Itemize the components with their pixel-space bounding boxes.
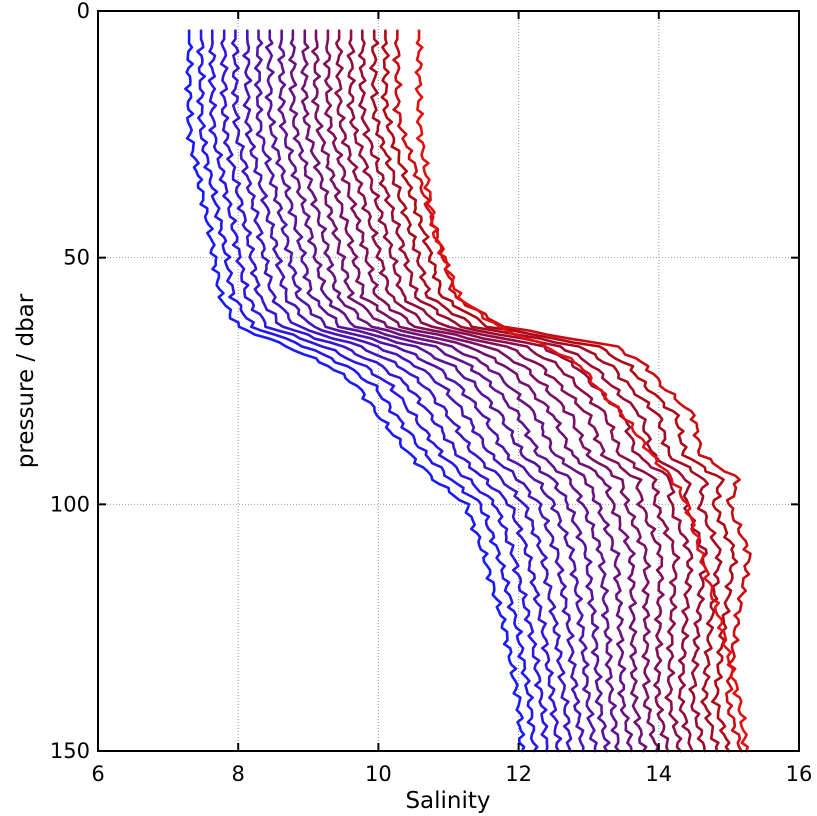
salinity-profile-line [242, 29, 585, 753]
salinity-profile-line [392, 29, 752, 753]
salinity-profile-line [207, 29, 549, 753]
x-tick-label: 16 [786, 762, 813, 786]
salinity-profile-line [311, 29, 660, 753]
salinity-profile-line [334, 29, 683, 753]
salinity-profile-line [196, 29, 539, 753]
label-layer: 6 8 10 12 14 16 0 50 100 150 [50, 0, 812, 786]
salinity-profile-line [369, 29, 723, 753]
y-tick-label: 0 [77, 0, 90, 23]
y-tick-label: 50 [63, 246, 90, 270]
x-axis-title: Salinity [405, 788, 490, 814]
plot-frame [97, 10, 800, 752]
salinity-profile-line [253, 29, 598, 753]
salinity-profile-line [264, 29, 611, 753]
tick-layer [97, 10, 800, 752]
x-tick-label: 12 [505, 762, 532, 786]
salinity-profile-line [357, 29, 708, 753]
salinity-profile-line [300, 29, 648, 753]
x-tick-label: 8 [232, 762, 245, 786]
x-tick-label: 6 [91, 762, 104, 786]
salinity-profile-line [322, 29, 670, 753]
y-axis-title: pressure / dbar [13, 293, 39, 468]
salinity-profile-line [288, 29, 634, 753]
series-layer [184, 29, 752, 753]
x-tick-label: 10 [365, 762, 392, 786]
salinity-profile-line [184, 29, 526, 753]
x-tick-label: 14 [645, 762, 672, 786]
salinity-profile-line [230, 29, 573, 753]
salinity-profile-line [414, 29, 750, 753]
salinity-profile-line [219, 29, 563, 753]
salinity-profile-line [277, 29, 621, 753]
y-tick-label: 100 [50, 492, 90, 516]
y-tick-label: 150 [50, 739, 90, 763]
